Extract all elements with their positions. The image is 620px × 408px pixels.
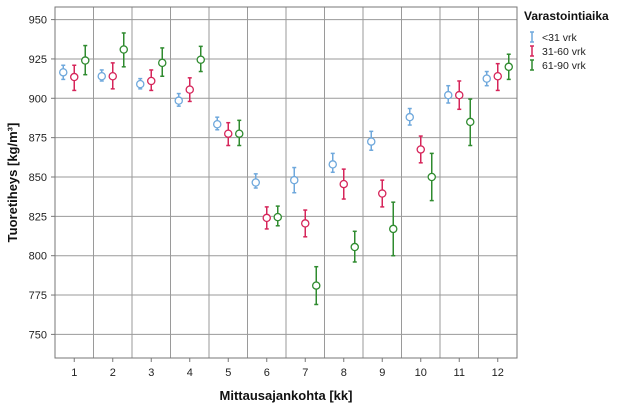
series-layer xyxy=(59,32,513,306)
data-point xyxy=(59,68,68,77)
x-tick-label: 1 xyxy=(71,367,77,379)
y-tick-label: 875 xyxy=(29,133,47,145)
data-point xyxy=(465,117,475,127)
y-tick-label: 825 xyxy=(29,211,47,223)
y-tick-label: 850 xyxy=(29,172,47,184)
data-point xyxy=(311,281,321,290)
x-tick-label: 2 xyxy=(110,367,116,379)
data-point xyxy=(223,129,233,138)
data-point xyxy=(300,219,310,228)
data-point xyxy=(416,145,425,154)
x-tick-label: 6 xyxy=(264,367,270,379)
x-axis-ticks: 1 2 3 4 5 6 7 8 9 10 11 12 xyxy=(71,358,504,379)
data-point xyxy=(289,175,299,185)
y-tick-label: 750 xyxy=(29,329,47,341)
data-point xyxy=(157,58,167,68)
plot-area xyxy=(54,6,518,359)
series-3 xyxy=(81,32,513,306)
y-tick-label: 800 xyxy=(29,251,47,263)
y-axis-ticks: 750 775 800 825 850 875 900 925 950 xyxy=(29,15,55,341)
legend: Varastointiaika <31 vrk 31-60 vrk 61-90 vr… xyxy=(524,9,609,72)
data-point xyxy=(405,112,414,122)
legend-label: 61-90 vrk xyxy=(542,60,587,72)
data-point xyxy=(366,137,376,146)
x-tick-label: 9 xyxy=(379,367,385,379)
y-axis-label: Tuoretiheys [kg/m³] xyxy=(5,123,20,243)
x-tick-label: 11 xyxy=(454,367,465,379)
data-point xyxy=(262,213,271,223)
data-point xyxy=(504,62,513,72)
x-tick-label: 12 xyxy=(492,367,504,379)
x-tick-label: 8 xyxy=(341,367,347,379)
legend-label: 31-60 vrk xyxy=(542,46,587,58)
data-point xyxy=(97,72,107,81)
data-point xyxy=(174,96,183,105)
legend-item: <31 vrk xyxy=(530,31,577,44)
data-point xyxy=(454,90,464,100)
data-point xyxy=(482,74,491,83)
series-2 xyxy=(70,62,502,238)
data-point xyxy=(108,72,118,81)
x-tick-label: 4 xyxy=(187,367,193,379)
data-point xyxy=(350,242,359,252)
x-tick-label: 5 xyxy=(225,367,231,379)
data-point xyxy=(196,55,205,64)
data-point xyxy=(493,72,502,81)
legend-item: 31-60 vrk xyxy=(530,45,587,58)
data-point xyxy=(234,129,244,138)
data-point xyxy=(273,212,282,222)
legend-title: Varastointiaika xyxy=(524,9,609,23)
data-point xyxy=(70,72,79,82)
x-tick-label: 3 xyxy=(148,367,154,379)
data-point xyxy=(185,85,194,94)
data-point xyxy=(135,79,145,89)
data-point xyxy=(427,172,436,182)
data-point xyxy=(146,76,156,86)
y-tick-label: 950 xyxy=(29,15,47,27)
x-tick-label: 7 xyxy=(302,367,308,379)
y-tick-label: 900 xyxy=(29,93,47,105)
data-point xyxy=(443,90,453,100)
y-tick-label: 925 xyxy=(29,54,47,66)
data-point xyxy=(339,179,348,189)
data-point xyxy=(251,178,260,187)
data-point xyxy=(119,45,129,54)
legend-label: <31 vrk xyxy=(542,32,577,44)
x-tick-label: 10 xyxy=(415,367,427,379)
data-point xyxy=(377,189,387,198)
data-point xyxy=(81,56,90,65)
data-point xyxy=(388,224,398,234)
data-point xyxy=(328,160,337,169)
legend-item: 61-90 vrk xyxy=(530,59,587,72)
series-1 xyxy=(59,64,491,194)
grid xyxy=(55,7,517,358)
data-point xyxy=(212,120,222,129)
y-tick-label: 775 xyxy=(29,290,47,302)
x-axis-label: Mittausajankohta [kk] xyxy=(220,388,353,403)
